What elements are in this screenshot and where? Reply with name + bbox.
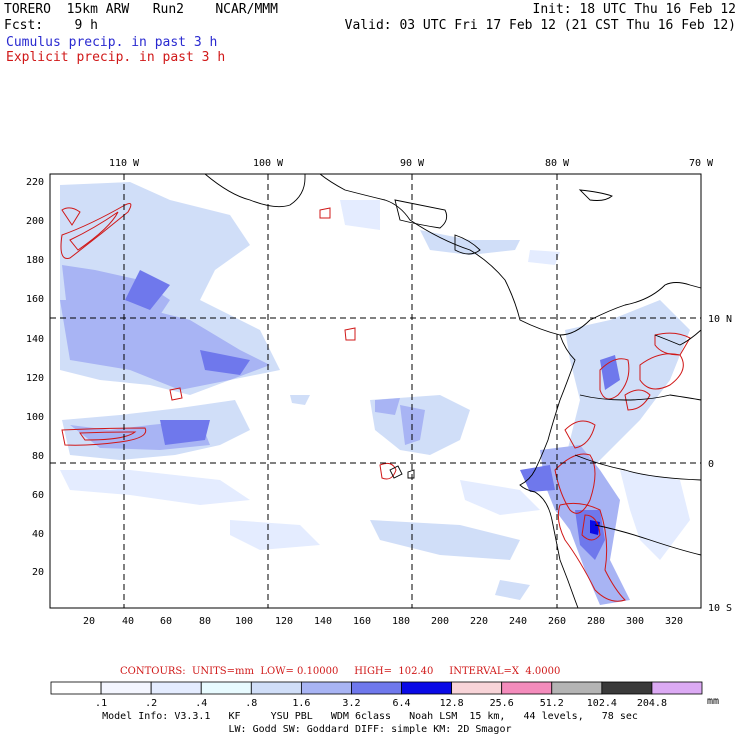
x-tick: 220 — [470, 616, 488, 627]
colorbar-swatch — [501, 681, 553, 695]
colorbar-swatch — [551, 681, 603, 695]
y-tick: 20 — [32, 567, 44, 578]
legend-cumulus: Cumulus precip. in past 3 h — [6, 35, 218, 50]
contour-info: CONTOURS: UNITS=mm LOW= 0.10000 HIGH= 10… — [120, 666, 561, 677]
colorbar-label: 12.8 — [440, 698, 464, 709]
model-info-line1: Model Info: V3.3.1 KF YSU PBL WDM 6class… — [102, 711, 638, 722]
colorbar — [50, 681, 703, 695]
y-tick: 80 — [32, 451, 44, 462]
colorbar-label: 102.4 — [587, 698, 617, 709]
colorbar-swatch — [601, 681, 653, 695]
lon-label-70w: 70 W — [689, 158, 714, 169]
x-tick: 40 — [122, 616, 134, 627]
x-tick: 60 — [160, 616, 172, 627]
x-tick: 160 — [353, 616, 371, 627]
x-tick: 200 — [431, 616, 449, 627]
colorbar-labels: .1 .2 .4 .8 1.6 3.2 6.4 12.8 25.6 51.2 102.4 204.8 — [95, 698, 667, 709]
y-tick: 180 — [26, 255, 44, 266]
x-tick: 260 — [548, 616, 566, 627]
x-tick: 20 — [83, 616, 95, 627]
colorbar-swatch — [200, 681, 252, 695]
colorbar-label: .8 — [245, 698, 257, 709]
colorbar-label: 204.8 — [637, 698, 667, 709]
x-tick: 240 — [509, 616, 527, 627]
x-axis-ticks: 20 40 60 80 100 120 140 160 180 200 220 … — [83, 616, 683, 627]
y-tick: 140 — [26, 334, 44, 345]
y-tick: 200 — [26, 216, 44, 227]
x-tick: 120 — [275, 616, 293, 627]
colorbar-unit: mm — [707, 696, 719, 707]
y-tick: 40 — [32, 529, 44, 540]
colorbar-swatch — [50, 681, 102, 695]
colorbar-swatch — [150, 681, 202, 695]
colorbar-label: .1 — [95, 698, 107, 709]
x-tick: 100 — [235, 616, 253, 627]
colorbar-label: 1.6 — [292, 698, 310, 709]
latlon-grid — [50, 174, 701, 608]
x-tick: 280 — [587, 616, 605, 627]
colorbar-swatch — [351, 681, 402, 695]
x-tick: 320 — [665, 616, 683, 627]
colorbar-swatch — [651, 681, 703, 695]
lon-label-100w: 100 W — [253, 158, 284, 169]
lat-label-0: 0 — [708, 459, 714, 470]
coastlines — [204, 173, 702, 609]
x-tick: 180 — [392, 616, 410, 627]
init-time: Init: 18 UTC Thu 16 Feb 12 — [532, 2, 737, 17]
y-tick: 160 — [26, 294, 44, 305]
explicit-precip-contours — [60, 203, 691, 602]
y-tick: 100 — [26, 412, 44, 423]
cumulus-precip-fields — [60, 182, 690, 605]
valid-time: Valid: 03 UTC Fri 17 Feb 12 (21 CST Thu … — [344, 18, 736, 33]
y-axis-ticks: 20 40 60 80 100 120 140 160 180 200 220 — [26, 177, 44, 578]
lat-label-10s: 10 S — [708, 603, 732, 614]
y-tick: 60 — [32, 490, 44, 501]
lon-label-110w: 110 W — [109, 158, 140, 169]
colorbar-label: 51.2 — [540, 698, 564, 709]
x-tick: 80 — [199, 616, 211, 627]
model-info-line2: LW: Godd SW: Goddard DIFF: simple KM: 2D… — [228, 724, 512, 735]
colorbar-label: .4 — [195, 698, 207, 709]
colorbar-swatch — [401, 681, 453, 695]
model-title: TORERO 15km ARW Run2 NCAR/MMM — [4, 2, 278, 17]
x-tick: 300 — [626, 616, 644, 627]
colorbar-label: 6.4 — [393, 698, 411, 709]
lon-label-80w: 80 W — [545, 158, 570, 169]
colorbar-swatch — [250, 681, 302, 695]
legend-explicit: Explicit precip. in past 3 h — [6, 50, 226, 65]
forecast-hour: Fcst: 9 h — [4, 18, 98, 33]
colorbar-label: .2 — [145, 698, 157, 709]
y-tick: 220 — [26, 177, 44, 188]
colorbar-swatch — [451, 681, 503, 695]
colorbar-label: 3.2 — [342, 698, 360, 709]
lon-label-90w: 90 W — [400, 158, 425, 169]
colorbar-swatch — [100, 681, 152, 695]
x-tick: 140 — [314, 616, 332, 627]
colorbar-label: 25.6 — [490, 698, 514, 709]
y-tick: 120 — [26, 373, 44, 384]
colorbar-swatch — [300, 681, 352, 695]
lat-label-10n: 10 N — [708, 314, 732, 325]
